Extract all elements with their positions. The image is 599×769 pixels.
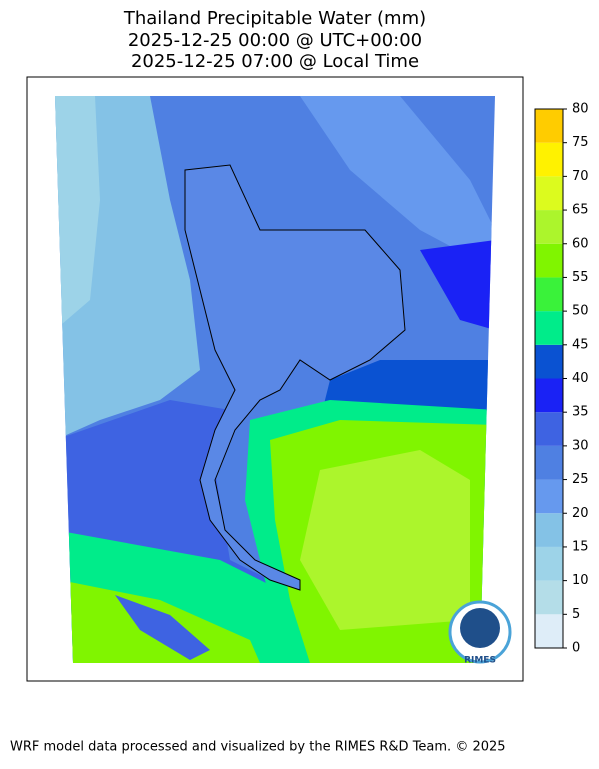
colorbar-tick-label: 5 <box>572 607 580 622</box>
logo-text: RIMES <box>464 656 496 666</box>
colorbar-bin <box>535 614 563 648</box>
colorbar-tick-label: 25 <box>572 472 589 487</box>
title-line: 2025-12-25 07:00 @ Local Time <box>131 51 419 72</box>
colorbar-tick-label: 60 <box>572 236 589 251</box>
colorbar-tick-label: 40 <box>572 371 589 386</box>
colorbar-bin <box>535 445 563 480</box>
colorbar-tick-label: 65 <box>572 203 589 218</box>
colorbar-tick-label: 80 <box>572 102 589 117</box>
colorbar-tick-label: 70 <box>572 169 589 184</box>
colorbar-bin <box>535 344 563 379</box>
colorbar-bin <box>535 513 563 547</box>
title-line: 2025-12-25 00:00 @ UTC+00:00 <box>128 30 422 51</box>
colorbar-bin <box>535 580 563 615</box>
colorbar-tick-label: 15 <box>572 539 589 554</box>
colorbar-bin <box>535 176 563 211</box>
colorbar-tick-label: 0 <box>572 641 580 656</box>
map <box>55 96 495 663</box>
colorbar-tick-label: 35 <box>572 405 589 420</box>
colorbar-tick-label: 10 <box>572 573 589 588</box>
colorbar-bin <box>535 277 563 312</box>
colorbar-bin <box>535 210 563 244</box>
colorbar-bin <box>535 479 563 514</box>
colorbar-tick-label: 55 <box>572 270 589 285</box>
colorbar-bin <box>535 243 563 278</box>
footer: WRF model data processed and visualized … <box>10 740 506 755</box>
colorbar-tick-label: 45 <box>572 337 589 352</box>
colorbar-bin <box>535 109 563 143</box>
colorbar-bin <box>535 546 563 581</box>
logo: RIMES <box>448 600 512 666</box>
colorbar-tick-label: 50 <box>572 304 589 319</box>
colorbar-tick-label: 75 <box>572 135 589 150</box>
colorbar-bin <box>535 311 563 345</box>
title-line: Thailand Precipitable Water (mm) <box>123 8 426 29</box>
colorbar-bin <box>535 412 563 446</box>
colorbar-bin <box>535 378 563 413</box>
colorbar: 0 5 10 15 20 25 30 35 40 45 50 55 60 65 70 75 80 <box>534 102 589 656</box>
colorbar-tick-label: 30 <box>572 438 589 453</box>
colorbar-tick-label: 20 <box>572 506 589 521</box>
colorbar-bin <box>535 142 563 177</box>
